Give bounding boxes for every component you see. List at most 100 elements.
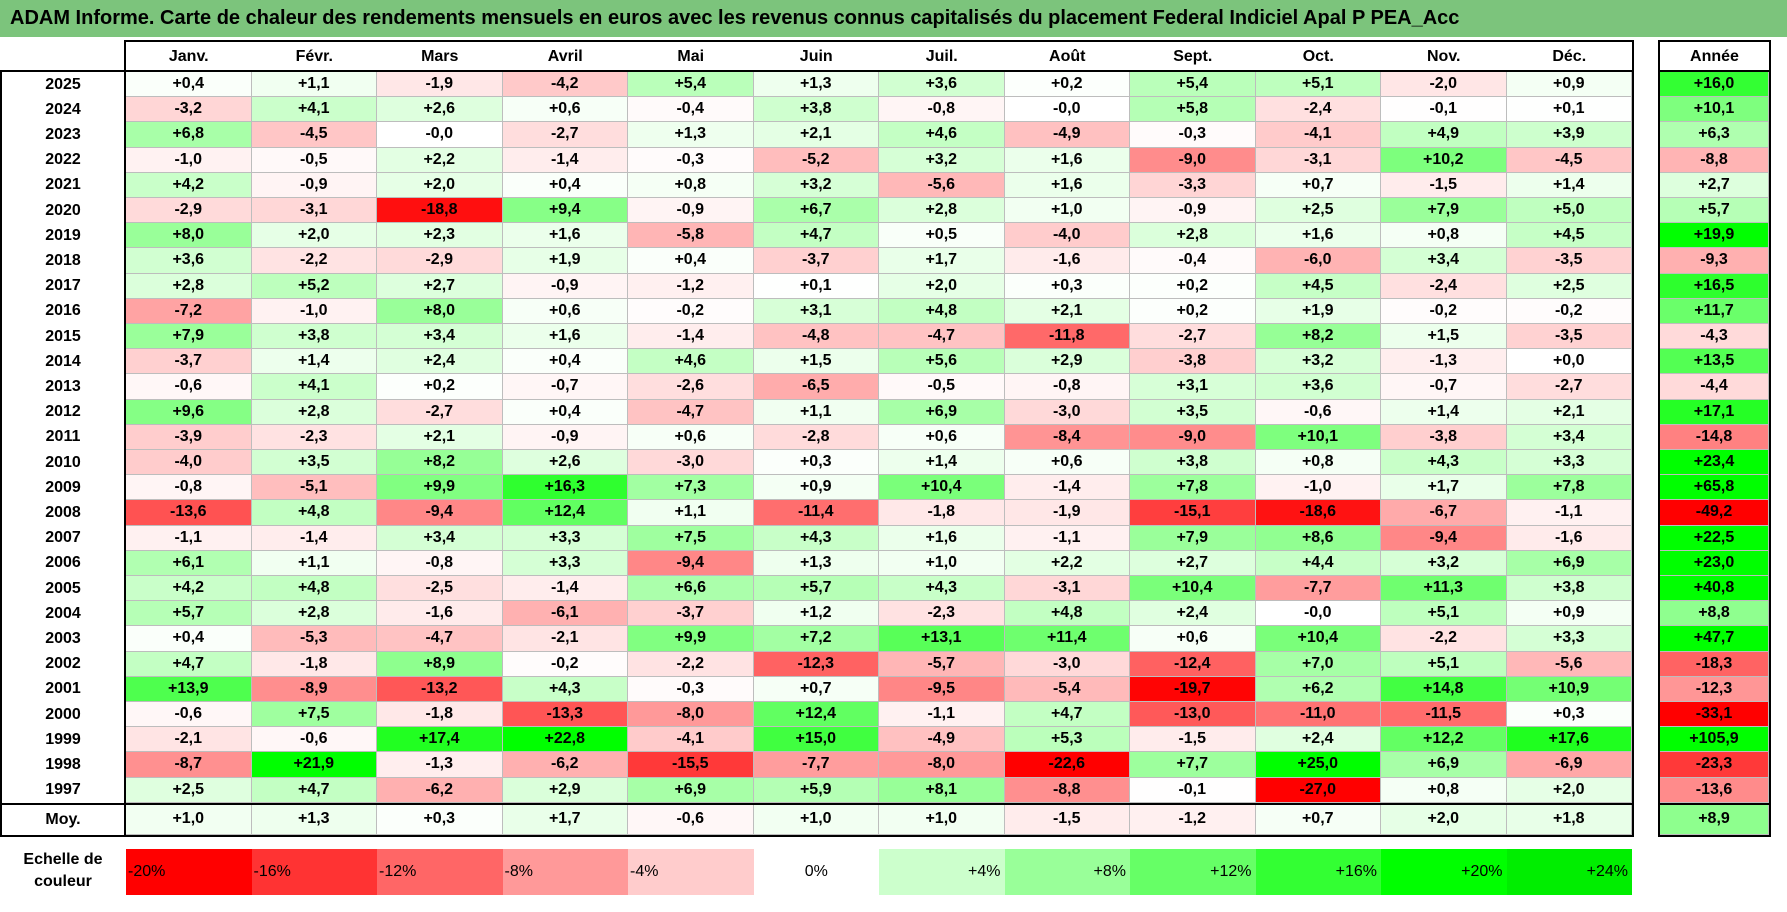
heatmap-cell: -11,4 (753, 500, 879, 526)
heatmap-cell: -18,8 (377, 198, 503, 224)
annual-cell: -49,2 (1660, 500, 1769, 526)
heatmap-cell: -5,2 (753, 147, 879, 173)
heatmap-cell: -1,9 (1004, 500, 1130, 526)
heatmap-cell: +2,3 (377, 223, 503, 249)
heatmap-cell: +3,2 (1381, 550, 1507, 576)
heatmap-cell: +0,2 (1130, 273, 1256, 299)
heatmap-cell: +3,8 (1506, 576, 1632, 602)
annual-cell: -4,3 (1660, 324, 1769, 350)
color-scale-swatch: 0% (753, 848, 879, 895)
heatmap-cell: -2,7 (377, 399, 503, 425)
heatmap-cell: -1,8 (377, 702, 503, 728)
heatmap-cell: -19,7 (1130, 676, 1256, 702)
heatmap-cell: +4,7 (251, 777, 377, 803)
heatmap-cell: +0,0 (1506, 349, 1632, 375)
heatmap-cell: +0,7 (753, 676, 879, 702)
heatmap-cell: +7,2 (753, 626, 879, 652)
heatmap-cell: +2,1 (753, 122, 879, 148)
annual-cell: +17,1 (1660, 399, 1769, 425)
heatmap-cell: +8,2 (1255, 324, 1381, 350)
heatmap-cell: +0,7 (1255, 172, 1381, 198)
heatmap-cell: +3,6 (126, 248, 252, 274)
average-annual-cell: +8,9 (1660, 804, 1769, 835)
heatmap-cell: -5,8 (628, 223, 754, 249)
annual-cell: +6,3 (1660, 122, 1769, 148)
heatmap-cell: +6,9 (1381, 752, 1507, 778)
heatmap-cell: -4,9 (879, 727, 1005, 753)
heatmap-cell: +9,4 (502, 198, 628, 224)
heatmap-cell: +8,0 (377, 298, 503, 324)
heatmap-cell: +2,4 (1255, 727, 1381, 753)
heatmap-cell: +5,4 (1130, 72, 1256, 98)
heatmap-cell: -12,3 (753, 651, 879, 677)
heatmap-cell: -5,4 (1004, 676, 1130, 702)
average-cell: +1,0 (126, 804, 252, 835)
heatmap-cell: -0,3 (1130, 122, 1256, 148)
heatmap-cell: -13,2 (377, 676, 503, 702)
heatmap-cell: +2,7 (377, 273, 503, 299)
heatmap-cell: +2,4 (377, 349, 503, 375)
heatmap-cell: -2,7 (1506, 374, 1632, 400)
heatmap-cell: -3,3 (1130, 172, 1256, 198)
heatmap-cell: +7,3 (628, 475, 754, 501)
heatmap-cell: +5,9 (753, 777, 879, 803)
heatmap-cell: -3,1 (251, 198, 377, 224)
heatmap-cell: +5,8 (1130, 97, 1256, 123)
heatmap-cell: +4,6 (879, 122, 1005, 148)
heatmap-cell: +1,1 (251, 550, 377, 576)
heatmap-cell: +1,3 (628, 122, 754, 148)
heatmap-cell: +0,4 (628, 248, 754, 274)
heatmap-cell: +3,1 (1130, 374, 1256, 400)
heatmap-cell: -4,2 (502, 72, 628, 98)
row-label: 2013 (45, 377, 81, 395)
heatmap-cell: -3,5 (1506, 248, 1632, 274)
heatmap-cell: +0,2 (1130, 298, 1256, 324)
heatmap-cell: +3,3 (1506, 626, 1632, 652)
heatmap-cell: +2,9 (1004, 349, 1130, 375)
heatmap-cell: +12,4 (753, 702, 879, 728)
heatmap-cell: +1,4 (879, 450, 1005, 476)
heatmap-cell: +7,5 (251, 702, 377, 728)
heatmap-cell: +4,3 (1381, 450, 1507, 476)
heatmap-cell: -13,3 (502, 702, 628, 728)
heatmap-cell: +2,8 (251, 601, 377, 627)
heatmap-cell: -8,9 (251, 676, 377, 702)
heatmap-cell: +1,0 (879, 550, 1005, 576)
heatmap-cell: +13,9 (126, 676, 252, 702)
heatmap-cell: +10,2 (1381, 147, 1507, 173)
row-label: 2010 (45, 453, 81, 471)
heatmap-cell: -5,7 (879, 651, 1005, 677)
color-scale-swatch: -20% (126, 848, 252, 895)
heatmap-cell: +5,2 (251, 273, 377, 299)
annual-cell: +2,7 (1660, 172, 1769, 198)
heatmap-cell: +1,6 (1255, 223, 1381, 249)
average-cell: +0,3 (377, 804, 503, 835)
heatmap-cell: -2,4 (1255, 97, 1381, 123)
heatmap-cell: -18,6 (1255, 500, 1381, 526)
heatmap-cell: +4,8 (251, 576, 377, 602)
annual-cell: -18,3 (1660, 651, 1769, 677)
heatmap-cell: -8,8 (1004, 777, 1130, 803)
column-header: Déc. (1552, 48, 1587, 65)
row-label: 2022 (45, 151, 81, 169)
heatmap-cell: +4,8 (251, 500, 377, 526)
heatmap-cell: +4,8 (879, 298, 1005, 324)
column-header: Mai (677, 48, 705, 65)
heatmap-cell: +0,2 (377, 374, 503, 400)
heatmap-cell: -2,7 (1130, 324, 1256, 350)
row-label: 2015 (45, 327, 81, 345)
heatmap-cell: -4,0 (1004, 223, 1130, 249)
heatmap-cell: +0,5 (879, 223, 1005, 249)
heatmap-cell: +1,7 (879, 248, 1005, 274)
heatmap-cell: -1,0 (1255, 475, 1381, 501)
heatmap-cell: -9,0 (1130, 147, 1256, 173)
heatmap-cell: -0,9 (628, 198, 754, 224)
heatmap-cell: +5,1 (1381, 651, 1507, 677)
heatmap-cell: -2,1 (126, 727, 252, 753)
heatmap-cell: -0,5 (879, 374, 1005, 400)
average-cell: +1,8 (1506, 804, 1632, 835)
average-cell: -1,5 (1004, 804, 1130, 835)
average-cell: +2,0 (1381, 804, 1507, 835)
heatmap-cell: +3,4 (1381, 248, 1507, 274)
column-header: Juin (799, 48, 833, 65)
